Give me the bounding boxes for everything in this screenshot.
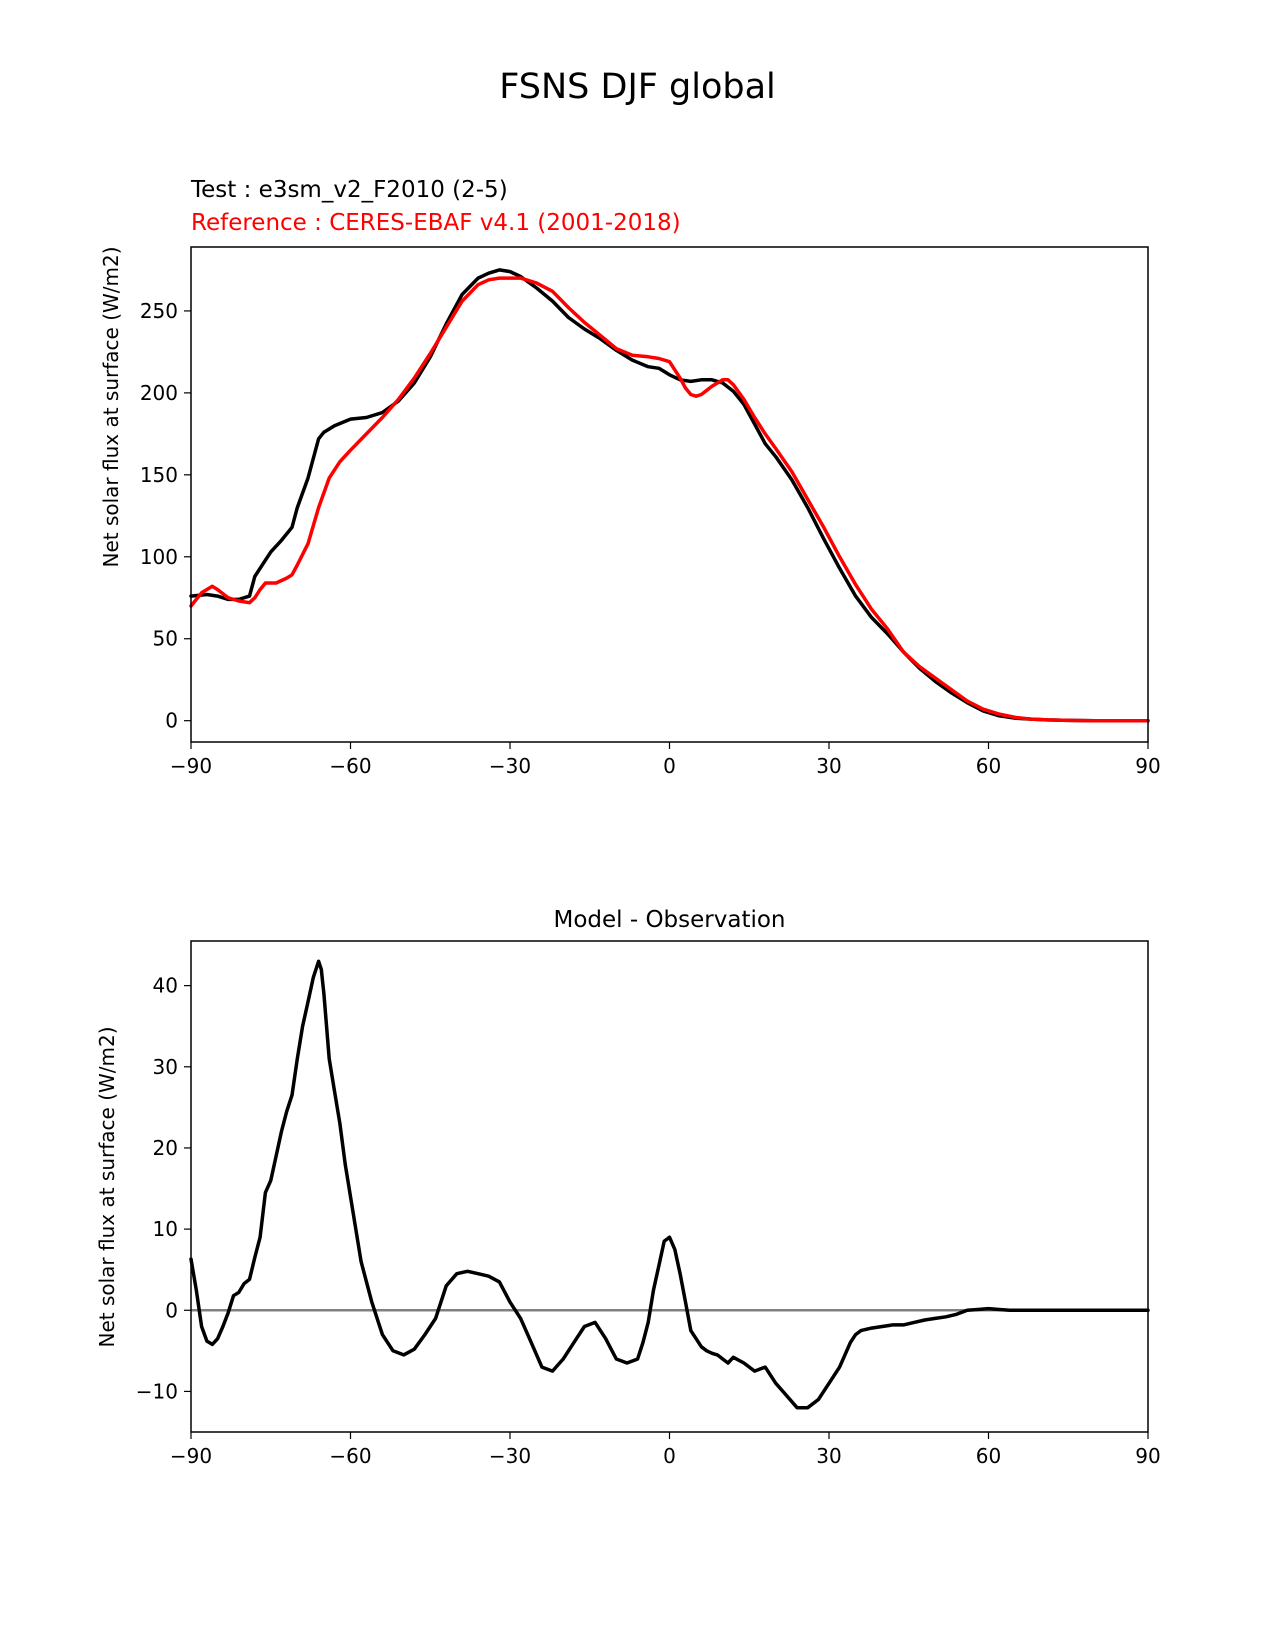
figure-title: FSNS DJF global (499, 67, 776, 107)
bottom-chart-panel: Model - Observation Net solar flux at su… (95, 907, 1161, 1468)
bottom-y-tick-label: 20 (153, 1136, 178, 1160)
top-x-tick-label: 90 (1135, 754, 1160, 778)
top-chart-ticks: −90 −60 −30 0 30 60 90 0 50 100 150 200 250 (140, 299, 1161, 778)
bottom-chart-frame (190, 940, 1149, 1433)
bottom-x-tick-label: −60 (329, 1444, 371, 1468)
bottom-chart-series (189, 959, 1150, 1410)
bottom-x-tick-label: 30 (816, 1444, 841, 1468)
top-chart-series (189, 268, 1150, 723)
top-x-tick-label: −60 (329, 754, 371, 778)
reference-label: Reference : CERES-EBAF v4.1 (2001-2018) (191, 210, 681, 236)
top-y-tick-label: 250 (140, 299, 178, 323)
top-x-tick-label: −90 (170, 754, 212, 778)
top-chart-ylabel: Net solar flux at surface (W/m2) (99, 246, 123, 567)
bottom-x-tick-label: −30 (489, 1444, 531, 1468)
top-chart-frame (190, 246, 1149, 743)
bottom-y-tick-label: 0 (165, 1298, 178, 1322)
top-x-tick-label: 30 (816, 754, 841, 778)
top-x-tick-label: 0 (663, 754, 676, 778)
bottom-chart-title: Model - Observation (553, 907, 785, 933)
top-x-tick-label: −30 (489, 754, 531, 778)
top-x-tick-label: 60 (976, 754, 1001, 778)
bottom-x-tick-label: 60 (976, 1444, 1001, 1468)
top-y-tick-label: 200 (140, 381, 178, 405)
bottom-series-line-0 (189, 959, 1150, 1410)
top-chart-panel: Net solar flux at surface (W/m2) −90 −60−… (99, 246, 1161, 778)
bottom-x-tick-label: 90 (1135, 1444, 1160, 1468)
bottom-y-tick-label: −10 (136, 1379, 178, 1403)
bottom-chart-ylabel: Net solar flux at surface (W/m2) (95, 1026, 119, 1347)
top-y-tick-label: 0 (165, 709, 178, 733)
top-y-tick-label: 50 (153, 627, 178, 651)
top-series-line-0 (189, 268, 1150, 723)
top-y-tick-label: 150 (140, 463, 178, 487)
top-series-line-1 (189, 276, 1150, 723)
bottom-y-tick-label: 40 (153, 974, 178, 998)
bottom-y-tick-label: 10 (153, 1217, 178, 1241)
bottom-x-tick-label: −90 (170, 1444, 212, 1468)
bottom-y-tick-label: 30 (153, 1055, 178, 1079)
bottom-chart-ticks: −90 −60 −30 0 30 60 90 −10 0 10 20 30 40 (136, 974, 1161, 1468)
bottom-x-tick-label: 0 (663, 1444, 676, 1468)
top-y-tick-label: 100 (140, 545, 178, 569)
test-label: Test : e3sm_v2_F2010 (2-5) (190, 177, 508, 203)
